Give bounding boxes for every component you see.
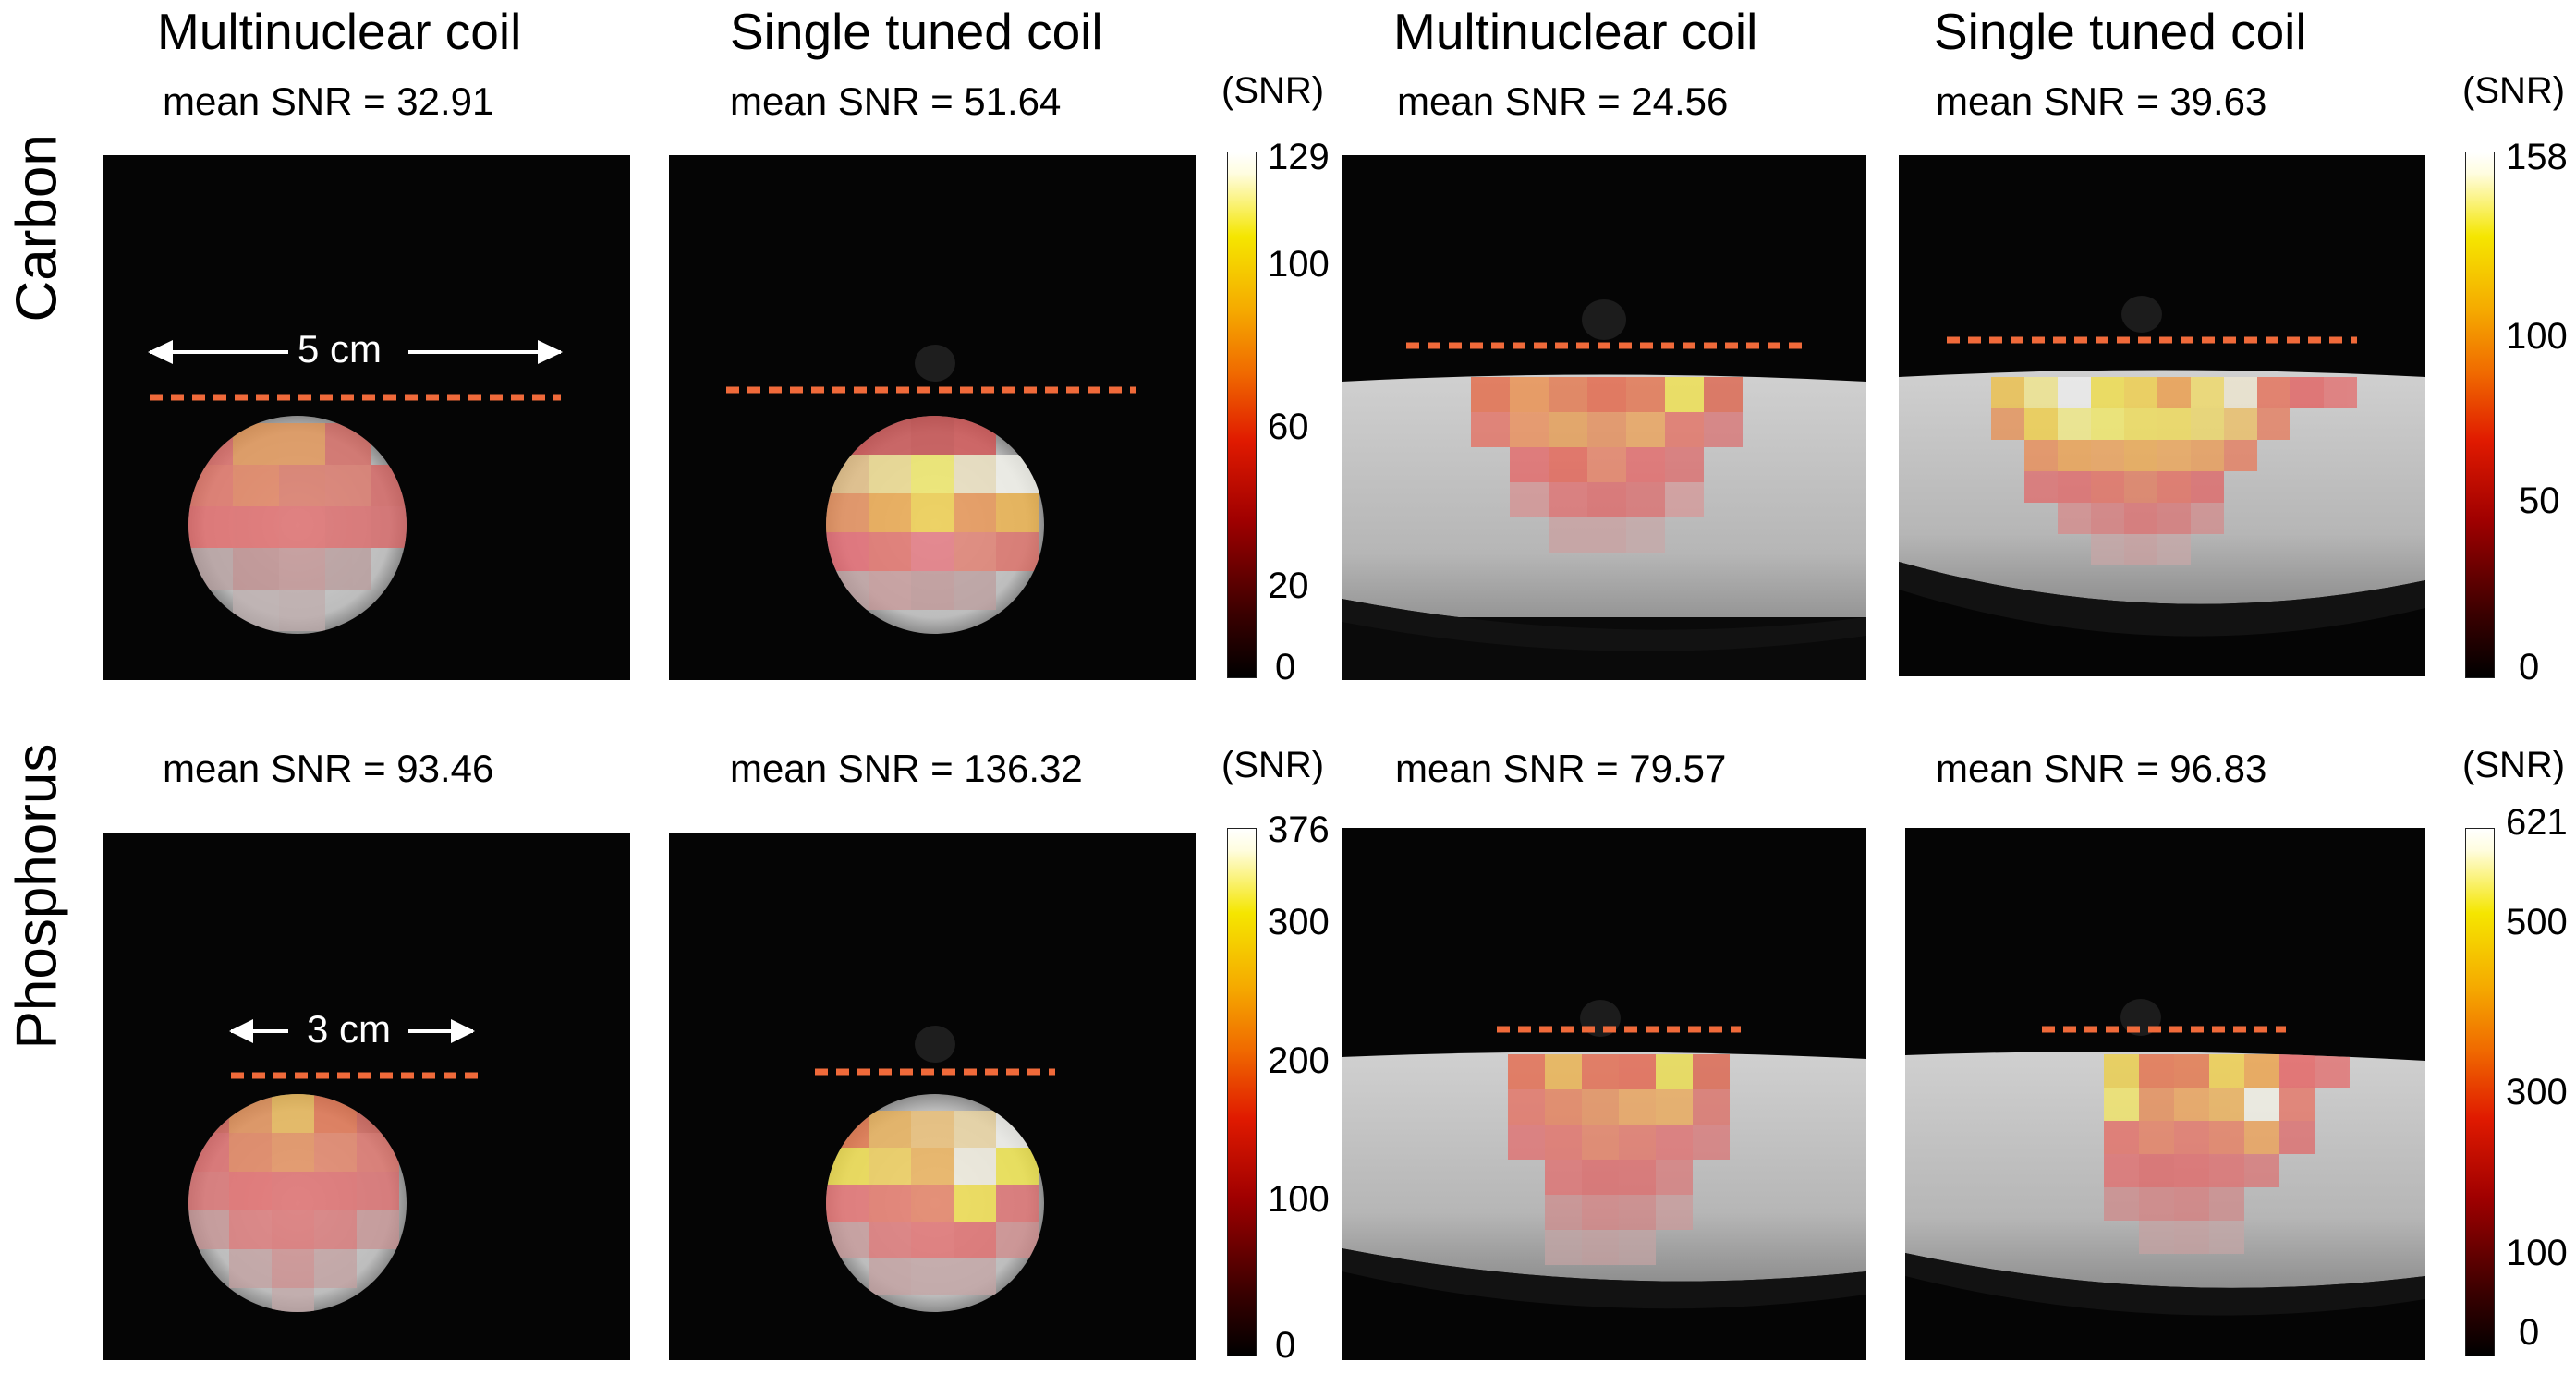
image-carbon-multinuclear-sphere: 5 cm: [103, 155, 630, 680]
column-title-multinuclear-right: Multinuclear coil: [1393, 3, 1758, 60]
colorbar-tick: 300: [2506, 1072, 2568, 1113]
colorbar-carbon-right: [2465, 152, 2495, 678]
image-phosphorus-single-flat: [1905, 828, 2425, 1360]
mean-snr-phosphorus-1: mean SNR = 93.46: [163, 747, 494, 790]
colorbar-tick: 621: [2506, 802, 2568, 843]
colorbar-unit-phosphorus-left: (SNR): [1221, 745, 1325, 785]
column-title-single-right: Single tuned coil: [1934, 3, 2307, 60]
colorbar-tick: 200: [1268, 1040, 1330, 1081]
colorbar-tick: 500: [2506, 902, 2568, 942]
image-carbon-single-flat: [1899, 155, 2425, 676]
column-title-single-left: Single tuned coil: [730, 3, 1103, 60]
colorbar-tick: 0: [1275, 1325, 1296, 1366]
colorbar-tick: 129: [1268, 137, 1330, 177]
image-carbon-multinuclear-flat: [1342, 155, 1866, 680]
mean-snr-phosphorus-2: mean SNR = 136.32: [730, 747, 1083, 790]
colorbar-phosphorus-left: [1227, 828, 1257, 1356]
colorbar-tick: 376: [1268, 809, 1330, 850]
mean-snr-carbon-1: mean SNR = 32.91: [163, 79, 494, 123]
image-phosphorus-single-sphere: [669, 833, 1196, 1360]
colorbar-tick: 0: [2519, 1312, 2540, 1353]
colorbar-tick: 300: [1268, 902, 1330, 942]
colorbar-tick: 0: [1275, 647, 1296, 687]
scale-label-carbon: 5 cm: [298, 327, 383, 371]
scale-label-phosphorus: 3 cm: [307, 1007, 392, 1051]
colorbar-unit-phosphorus-right: (SNR): [2462, 745, 2566, 785]
colorbar-tick: 60: [1268, 407, 1309, 447]
mean-snr-carbon-3: mean SNR = 24.56: [1397, 79, 1729, 123]
mean-snr-phosphorus-3: mean SNR = 79.57: [1395, 747, 1727, 790]
mean-snr-carbon-4: mean SNR = 39.63: [1936, 79, 2267, 123]
colorbar-tick: 100: [1268, 1179, 1330, 1220]
colorbar-phosphorus-right: [2465, 828, 2495, 1356]
colorbar-tick: 100: [2506, 316, 2568, 357]
colorbar-tick: 0: [2519, 647, 2540, 687]
mean-snr-phosphorus-4: mean SNR = 96.83: [1936, 747, 2267, 790]
colorbar-unit-carbon-left: (SNR): [1221, 70, 1325, 111]
image-phosphorus-multinuclear-flat: [1342, 828, 1866, 1360]
mean-snr-carbon-2: mean SNR = 51.64: [730, 79, 1062, 123]
colorbar-carbon-left: [1227, 152, 1257, 678]
image-carbon-single-sphere: [669, 155, 1196, 680]
image-phosphorus-multinuclear-sphere: 3 cm: [103, 833, 630, 1360]
colorbar-tick: 100: [2506, 1233, 2568, 1273]
row-label-carbon: Carbon: [5, 134, 69, 322]
colorbar-tick: 158: [2506, 137, 2568, 177]
colorbar-tick: 50: [2519, 480, 2560, 521]
colorbar-unit-carbon-right: (SNR): [2462, 70, 2566, 111]
row-label-phosphorus: Phosphorus: [5, 743, 69, 1050]
colorbar-tick: 20: [1268, 565, 1309, 606]
colorbar-tick: 100: [1268, 244, 1330, 285]
column-title-multinuclear-left: Multinuclear coil: [157, 3, 522, 60]
